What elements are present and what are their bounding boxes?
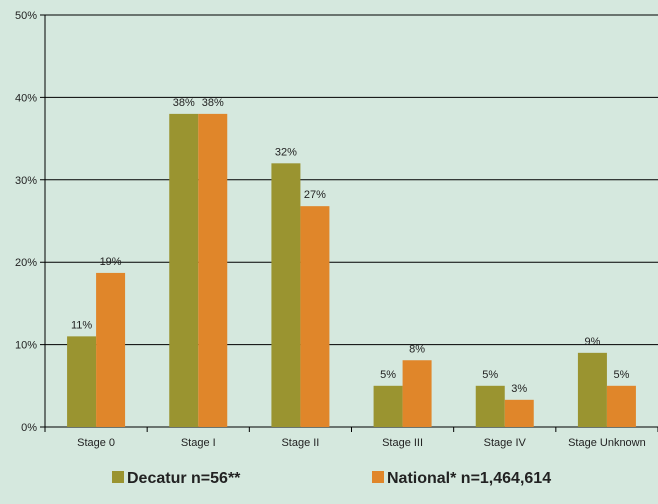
data-label: 38% xyxy=(173,97,195,109)
legend-entry: Decatur n=56** xyxy=(127,470,241,487)
legend-entry: National* n=1,464,614 xyxy=(387,470,551,487)
data-label: 11% xyxy=(71,319,92,331)
y-tick-label: 40% xyxy=(15,92,37,104)
bar-decatur xyxy=(577,352,607,427)
y-tick-label: 50% xyxy=(15,10,37,22)
x-tick-label: Stage I xyxy=(181,437,216,449)
y-tick-label: 30% xyxy=(15,175,37,187)
data-label: 32% xyxy=(275,146,297,158)
bar-national xyxy=(198,113,228,427)
data-label: 8% xyxy=(409,343,425,355)
bar-national xyxy=(504,399,534,427)
x-tick-label: Stage II xyxy=(281,437,319,449)
x-tick-label: Stage IV xyxy=(484,437,527,449)
bar-decatur xyxy=(271,163,301,427)
legend-swatch xyxy=(372,471,384,483)
data-label: 19% xyxy=(100,256,122,268)
data-label: 38% xyxy=(202,97,224,109)
y-tick-label: 10% xyxy=(15,340,37,352)
data-label: 9% xyxy=(584,336,600,348)
x-tick-label: Stage III xyxy=(382,437,423,449)
y-tick-label: 20% xyxy=(15,257,37,269)
bar-decatur xyxy=(169,113,199,427)
bar-national xyxy=(300,206,330,427)
bar-decatur xyxy=(475,385,505,427)
y-tick-label: 0% xyxy=(21,422,37,434)
bar-national xyxy=(606,385,636,427)
data-label: 3% xyxy=(511,383,527,395)
bar-national xyxy=(96,272,126,427)
x-tick-label: Stage Unknown xyxy=(568,437,646,449)
bar-decatur xyxy=(67,336,97,427)
bar-national xyxy=(402,360,432,427)
data-label: 5% xyxy=(380,369,396,381)
x-tick-label: Stage 0 xyxy=(77,437,115,449)
bar-decatur xyxy=(373,385,403,427)
data-label: 5% xyxy=(613,369,629,381)
data-label: 27% xyxy=(304,189,326,201)
legend-swatch xyxy=(112,471,124,483)
data-label: 5% xyxy=(482,369,498,381)
